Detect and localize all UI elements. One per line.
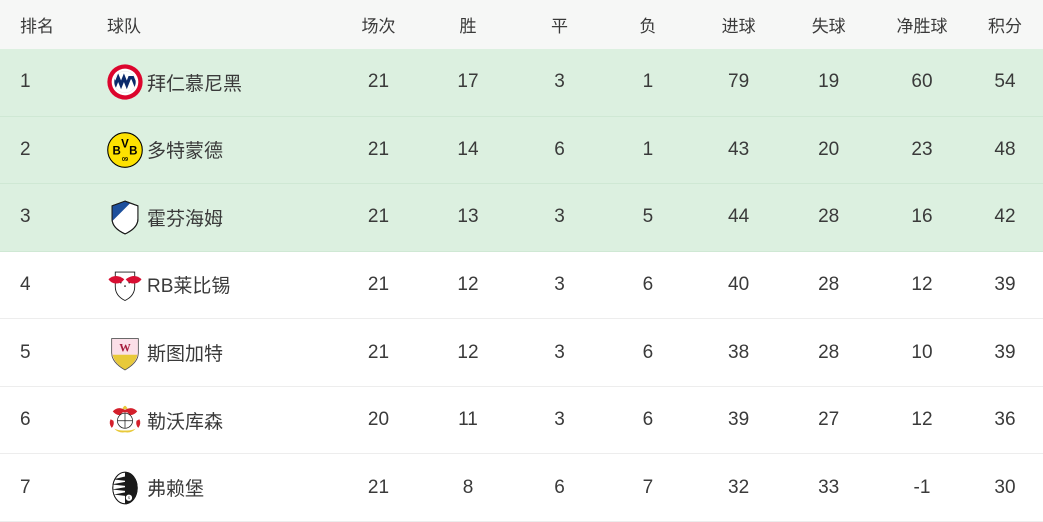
svg-text:V: V [121,138,129,150]
svg-text:B: B [129,146,137,158]
svg-text:B: B [113,146,121,158]
svg-text:09: 09 [122,157,128,163]
svg-text:W: W [119,342,131,354]
